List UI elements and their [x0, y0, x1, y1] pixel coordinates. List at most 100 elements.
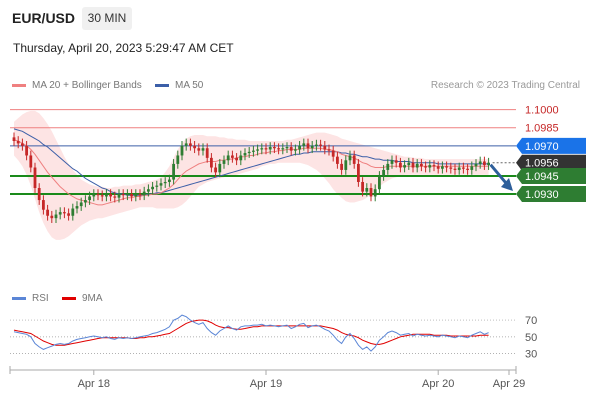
candle-body — [252, 150, 255, 152]
candle-body — [151, 186, 154, 190]
pair-title: EUR/USD — [12, 10, 76, 26]
candle-body — [411, 162, 415, 168]
candle-body — [84, 200, 87, 203]
candle-body — [487, 162, 490, 166]
candle-body — [92, 194, 96, 197]
candle-body — [197, 148, 201, 151]
candle-body — [357, 163, 360, 182]
candle-body — [478, 161, 482, 164]
candle-body — [331, 150, 335, 157]
candle-body — [277, 148, 280, 150]
candle-body — [214, 167, 217, 173]
candle-body — [222, 160, 226, 164]
candle-body — [441, 166, 444, 169]
candle-body — [37, 188, 41, 201]
candle-body — [243, 153, 247, 156]
forecast-arrow — [489, 163, 508, 185]
candle-body — [235, 157, 238, 161]
candle-body — [172, 163, 175, 180]
candle-body — [281, 148, 285, 150]
candle-body — [373, 189, 377, 197]
x-tick-label: Apr 29 — [493, 378, 525, 390]
candle-body — [63, 212, 66, 214]
candle-body — [226, 155, 230, 161]
level-tag-1.0970 — [516, 137, 586, 154]
candle-body — [21, 143, 24, 146]
candle-body — [113, 196, 117, 198]
candle-body — [155, 185, 159, 187]
candle-body — [474, 163, 478, 167]
candle-body — [466, 168, 469, 170]
legend-9ma: 9MA — [62, 293, 103, 304]
candle-body — [340, 163, 343, 170]
level-tag-1.0930 — [516, 186, 586, 203]
candle-body — [71, 208, 75, 216]
candle-body — [210, 157, 213, 168]
level-label-1.0930: 1.0930 — [525, 189, 559, 201]
legend-rsi-label: RSI — [32, 293, 49, 304]
candle-body — [46, 209, 49, 216]
candle-body — [16, 140, 20, 144]
candle-body — [436, 166, 440, 169]
x-tick-label: Apr 19 — [250, 378, 282, 390]
candle-body — [352, 155, 356, 164]
credit: Research © 2023 Trading Central — [430, 80, 580, 91]
level-label-1.0945: 1.0945 — [525, 171, 559, 183]
candle-body — [432, 165, 436, 167]
candle-body — [403, 165, 406, 168]
candle-body — [319, 144, 322, 146]
candle-body — [415, 163, 419, 168]
candle-body — [378, 175, 381, 190]
ma20-swatch-icon — [12, 83, 26, 87]
rsi-tick-label: 30 — [525, 349, 537, 361]
candle-body — [12, 137, 16, 141]
level-label-1.1000: 1.1000 — [525, 105, 559, 117]
candle-body — [50, 215, 54, 219]
candle-body — [126, 194, 129, 196]
candle-body — [256, 149, 259, 151]
candles — [12, 132, 490, 223]
legend-ma20-label: MA 20 + Bollinger Bands — [32, 80, 142, 91]
candle-body — [382, 169, 385, 176]
candle-body — [336, 156, 339, 164]
rsi-9ma-line — [13, 319, 489, 346]
candle-body — [176, 155, 180, 164]
candle-body — [67, 213, 70, 216]
candle-body — [453, 168, 457, 170]
candle-body — [189, 143, 192, 146]
legend-ma50: MA 50 — [155, 80, 203, 91]
candle-body — [33, 167, 37, 189]
ma50-swatch-icon — [155, 83, 169, 87]
ma50-line — [13, 128, 489, 196]
candle-body — [218, 163, 222, 173]
candle-body — [348, 155, 352, 161]
candle-body — [142, 191, 146, 196]
rsi-line — [13, 314, 489, 352]
candle-body — [394, 160, 398, 163]
candle-body — [134, 194, 138, 197]
candle-body — [117, 194, 121, 198]
candle-body — [344, 160, 348, 170]
candle-body — [470, 166, 474, 170]
candle-body — [180, 145, 184, 156]
candle-body — [294, 149, 297, 151]
timestamp: Thursday, April 20, 2023 5:29:47 AM CET — [13, 41, 234, 55]
candle-body — [75, 206, 79, 209]
legend-rsi: RSI — [12, 293, 49, 304]
candle-body — [100, 195, 104, 197]
candle-body — [428, 165, 432, 168]
legend-ma50-label: MA 50 — [175, 80, 204, 91]
candle-body — [184, 143, 188, 146]
legend-ma20: MA 20 + Bollinger Bands — [12, 80, 142, 91]
candle-body — [327, 149, 331, 151]
rsi-tick-label: 50 — [525, 332, 537, 344]
level-label-1.0970: 1.0970 — [525, 141, 559, 153]
candle-body — [88, 196, 91, 201]
rsi-swatch-icon — [12, 296, 26, 300]
candle-body — [445, 166, 448, 168]
candle-body — [130, 194, 133, 197]
candle-body — [260, 148, 264, 150]
timeframe-badge[interactable]: 30 MIN — [82, 7, 132, 30]
candle-body — [298, 145, 301, 150]
